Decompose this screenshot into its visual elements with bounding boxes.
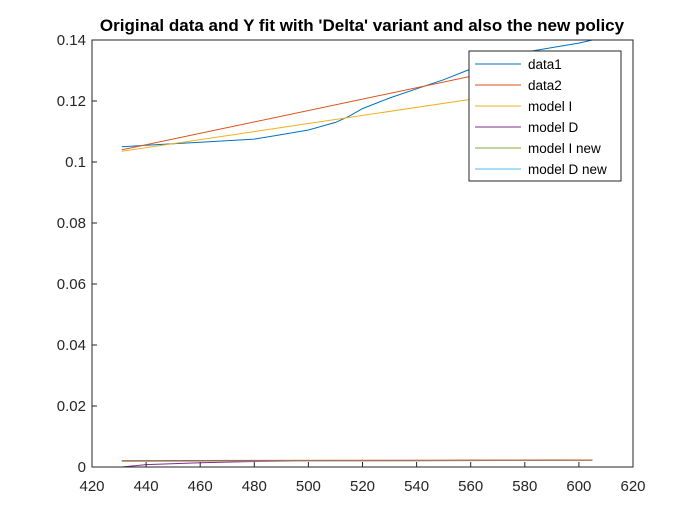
legend: data1 data2 model I model D model I new model… [468,50,622,182]
legend-label: model I new [528,141,601,156]
x-tick-label: 540 [404,478,429,495]
legend-label: data2 [528,78,562,93]
y-tick-label: 0.02 [57,398,86,415]
legend-label: model I [528,99,572,114]
x-tick-label: 460 [188,478,213,495]
x-tick-label: 560 [458,478,483,495]
tick-layer: 420 440 460 480 500 520 540 560 580 600 620 0 0.02 0.… [57,32,646,495]
y-tick-label: 0.04 [57,337,86,354]
y-tick-label: 0.08 [57,215,86,232]
x-tick-label: 580 [512,478,537,495]
y-tick-label: 0.06 [57,276,86,293]
series-layer [121,39,593,468]
y-tick-label: 0.1 [65,154,86,171]
legend-label: model D new [528,162,607,177]
y-tick-label: 0.14 [57,32,86,49]
x-tick-label: 600 [566,478,591,495]
chart-title: Original data and Y fit with 'Delta' var… [100,16,625,35]
legend-box [468,50,622,182]
y-tick-label: 0.12 [57,93,86,110]
x-tick-label: 480 [242,478,267,495]
x-tick-label: 500 [296,478,321,495]
y-tick-label: 0 [78,459,86,476]
x-tick-label: 420 [79,478,104,495]
legend-label: data1 [528,57,562,72]
x-tick-label: 620 [620,478,645,495]
legend-label: model D [528,120,579,135]
x-tick-label: 440 [134,478,159,495]
x-tick-label: 520 [350,478,375,495]
series-line-unnamed-6 [121,459,593,462]
